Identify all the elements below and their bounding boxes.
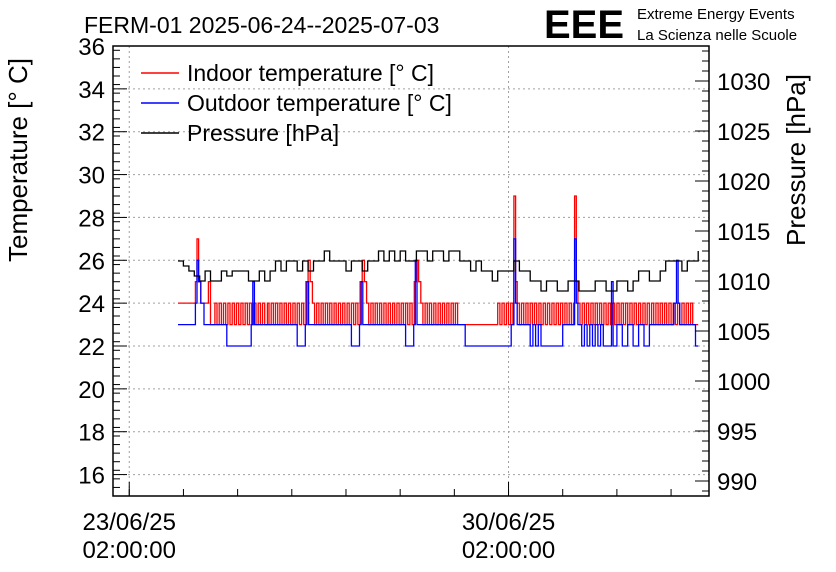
series-line-2 (178, 250, 699, 292)
y-right-tick-label: 990 (717, 469, 757, 496)
logo-line2: La Scienza nelle Scuole (637, 27, 797, 44)
y-left-tick-label: 34 (78, 77, 105, 104)
y-left-tick-label: 32 (78, 120, 105, 147)
x-tick-label-time: 02:00:00 (83, 537, 176, 564)
y-left-tick-label: 24 (78, 291, 105, 318)
y-right-tick-label: 1025 (717, 119, 770, 146)
y-axis-left-label: Temperature [° C] (3, 58, 33, 262)
y-left-tick-label: 22 (78, 334, 105, 361)
y-left-tick-label: 20 (78, 377, 105, 404)
eee-logo: EEE Extreme Energy Events La Scienza nel… (544, 3, 797, 47)
y-left-tick-label: 16 (78, 463, 105, 490)
series-line-1 (178, 238, 699, 347)
y-left-tick-label: 30 (78, 163, 105, 190)
y-right-tick-label: 1010 (717, 269, 770, 296)
y-right-tick-label: 1000 (717, 369, 770, 396)
x-tick-label-date: 23/06/25 (83, 509, 176, 536)
y-right-tick-label: 1020 (717, 169, 770, 196)
chart-title: FERM-01 2025-06-24--2025-07-03 (84, 12, 439, 38)
y-right-tick-label: 1015 (717, 219, 770, 246)
x-tick-label-date: 30/06/25 (462, 509, 555, 536)
y-right-tick-label: 995 (717, 419, 757, 446)
legend-label-2: Pressure [hPa] (187, 120, 339, 146)
legend-label-1: Outdoor temperature [° C] (187, 90, 452, 116)
legend-label-0: Indoor temperature [° C] (187, 60, 434, 86)
y-left-tick-label: 36 (78, 34, 105, 61)
y-axis-right-label: Pressure [hPa] (781, 74, 811, 246)
y-left-tick-label: 26 (78, 248, 105, 275)
legend: Indoor temperature [° C] Outdoor temperat… (141, 60, 452, 146)
x-tick-label-time: 02:00:00 (462, 537, 555, 564)
logo-mark: EEE (544, 3, 624, 47)
y-right-tick-label: 1005 (717, 319, 770, 346)
y-right-tick-label: 1030 (717, 69, 770, 96)
y-left-tick-label: 18 (78, 420, 105, 447)
axes-layer: 16 18 20 22 24 26 28 30 32 34 36 990 995 1000 1005 1010… (78, 34, 770, 564)
y-left-tick-label: 28 (78, 205, 105, 232)
logo-line1: Extreme Energy Events (637, 6, 795, 23)
series-layer (178, 195, 699, 347)
